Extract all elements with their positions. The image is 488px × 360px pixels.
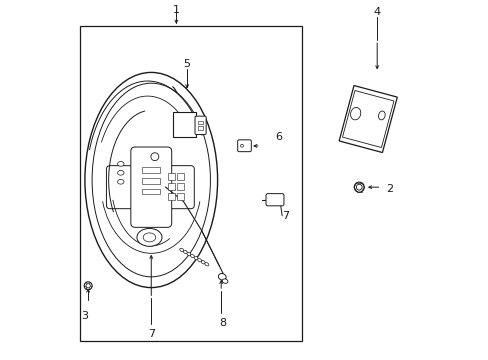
FancyBboxPatch shape	[160, 166, 194, 209]
Polygon shape	[339, 86, 396, 153]
Text: 2: 2	[386, 184, 392, 194]
FancyBboxPatch shape	[131, 147, 171, 227]
Ellipse shape	[92, 83, 210, 277]
Ellipse shape	[350, 107, 360, 120]
Ellipse shape	[143, 233, 155, 242]
Ellipse shape	[137, 228, 162, 246]
Bar	[142, 178, 160, 184]
Ellipse shape	[218, 274, 225, 280]
Ellipse shape	[197, 258, 201, 262]
Ellipse shape	[186, 252, 190, 256]
Bar	[177, 193, 183, 200]
Bar	[197, 126, 203, 130]
Ellipse shape	[201, 261, 205, 264]
Bar	[80, 26, 301, 341]
Text: 7: 7	[282, 211, 289, 221]
Bar	[177, 173, 183, 180]
Ellipse shape	[353, 182, 364, 192]
Ellipse shape	[222, 279, 227, 283]
FancyBboxPatch shape	[265, 194, 284, 206]
Ellipse shape	[204, 263, 208, 266]
Bar	[168, 183, 174, 190]
Bar	[142, 167, 160, 173]
Bar	[177, 183, 183, 190]
Bar	[168, 173, 174, 180]
Text: 3: 3	[81, 311, 88, 321]
Ellipse shape	[183, 250, 187, 254]
Ellipse shape	[117, 171, 124, 175]
Text: 6: 6	[274, 132, 282, 142]
FancyBboxPatch shape	[237, 140, 251, 152]
Ellipse shape	[86, 284, 90, 288]
Polygon shape	[342, 90, 393, 148]
Ellipse shape	[117, 162, 124, 166]
Ellipse shape	[85, 72, 217, 288]
Ellipse shape	[180, 248, 183, 252]
Text: 1: 1	[173, 5, 180, 15]
Bar	[142, 189, 160, 194]
Text: 8: 8	[219, 318, 226, 328]
Ellipse shape	[240, 144, 243, 147]
Text: 4: 4	[373, 7, 380, 17]
Ellipse shape	[151, 153, 159, 161]
Ellipse shape	[356, 184, 362, 190]
Bar	[197, 121, 203, 125]
Ellipse shape	[378, 111, 385, 120]
Ellipse shape	[194, 256, 198, 260]
Text: 5: 5	[183, 59, 190, 69]
Ellipse shape	[190, 255, 194, 258]
Bar	[172, 112, 196, 137]
Bar	[168, 193, 174, 200]
FancyBboxPatch shape	[106, 166, 139, 209]
Text: 7: 7	[147, 329, 155, 339]
Ellipse shape	[84, 282, 92, 290]
Ellipse shape	[117, 180, 124, 184]
FancyBboxPatch shape	[195, 116, 206, 134]
